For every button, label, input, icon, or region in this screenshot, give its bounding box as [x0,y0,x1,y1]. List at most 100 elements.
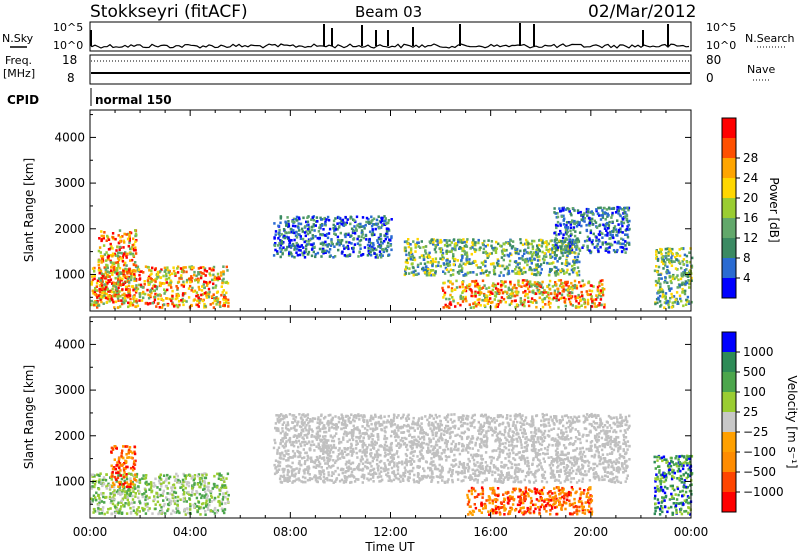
power-echo-cell [668,287,672,291]
power-echo-cell [538,273,541,277]
power-echo-cell [442,306,445,309]
velocity-echo-cell [622,442,625,445]
power-echo-cell [559,279,563,282]
velocity-echo-cell [222,495,225,499]
power-echo-cell [212,282,215,286]
power-echo-cell [173,305,176,308]
power-echo-cell [100,300,103,304]
power-echo-cell [657,265,661,269]
velocity-echo-cell [125,460,128,463]
power-echo-cell [477,301,481,305]
power-echo-cell [222,270,225,273]
power-echo-cell [403,240,407,244]
power-echo-cell [524,270,527,274]
power-echo-cell [518,272,521,276]
velocity-echo-cell [207,481,211,485]
power-echo-cell [451,247,454,250]
power-echo-cell [555,254,558,257]
power-echo-cell [463,253,467,256]
power-echo-cell [550,239,553,242]
velocity-echo-cell [170,499,173,503]
velocity-echo-cell [169,502,172,506]
velocity-echo-cell [133,477,136,480]
power-echo-cell [158,293,161,296]
velocity-echo-cell [107,507,110,511]
power-echo-cell [673,277,676,281]
power-echo-cell [150,291,153,295]
velocity-echo-cell [92,498,95,501]
power-echo-cell [530,297,534,300]
power-echo-cell [424,252,428,255]
power-echo-cell [440,248,444,252]
power-echo-cell [545,291,548,294]
power-echo-cell [566,261,569,264]
power-echo-cell [507,286,510,290]
power-echo-cell [372,223,375,226]
power-echo-cell [124,267,127,271]
power-echo-cell [111,261,115,265]
power-echo-cell [314,224,317,227]
power-echo-cell [127,244,130,248]
velocity-echo-cell [125,477,129,481]
power-echo-cell [303,251,306,255]
power-echo-cell [518,262,521,265]
velocity-echo-cell [572,456,575,459]
power-echo-cell [298,233,301,237]
velocity-echo-cell [204,510,207,513]
power-echo-cell [461,282,464,286]
power-echo-cell [665,270,668,274]
power-echo-cell [167,271,171,274]
power-echo-cell [474,290,477,294]
power-echo-cell [579,298,583,302]
velocity-echo-cell [358,418,361,421]
power-echo-cell [289,251,293,255]
power-echo-cell [187,277,191,281]
velocity-echo-cell [428,450,432,454]
power-echo-cell [478,284,481,288]
power-echo-cell [599,295,603,298]
velocity-echo-cell [119,474,122,477]
power-echo-cell [616,234,619,237]
power-echo-cell [162,274,165,278]
velocity-echo-cell [284,431,287,435]
power-echo-cell [121,256,124,259]
power-echo-cell [676,300,679,304]
power-echo-cell [672,275,675,278]
power-echo-cell [302,246,305,249]
power-echo-cell [287,220,290,223]
power-echo-cell [578,249,582,252]
power-echo-cell [492,248,495,252]
power-echo-cell [566,254,569,258]
power-echo-cell [212,273,215,277]
velocity-echo-cell [120,454,123,458]
power-echo-cell [605,221,609,225]
power-echo-cell [488,293,492,296]
power-echo-cell [203,280,206,284]
power-echo-cell [187,287,191,290]
power-echo-cell [368,230,372,234]
velocity-echo-cell [572,464,576,467]
power-echo-cell [597,206,600,210]
power-echo-cell [527,287,530,291]
power-echo-cell [475,304,478,308]
power-echo-cell [381,247,384,251]
velocity-echo-cell [169,492,172,496]
velocity-echo-cell [218,499,221,503]
power-echo-cell [156,302,160,305]
velocity-echo-cell [301,436,304,439]
velocity-echo-cell [210,494,213,498]
power-echo-cell [118,290,121,293]
velocity-echo-cell [101,509,104,512]
power-echo-cell [508,242,511,245]
power-echo-cell [562,233,565,236]
power-echo-cell [430,273,433,277]
power-echo-cell [591,242,594,246]
power-echo-cell [542,291,545,295]
power-echo-cell [605,242,608,246]
power-echo-cell [466,238,469,241]
power-echo-cell [201,299,204,303]
velocity-echo-cell [131,482,135,486]
velocity-echo-cell [162,499,165,502]
power-echo-cell [670,292,673,296]
power-echo-cell [464,263,467,266]
